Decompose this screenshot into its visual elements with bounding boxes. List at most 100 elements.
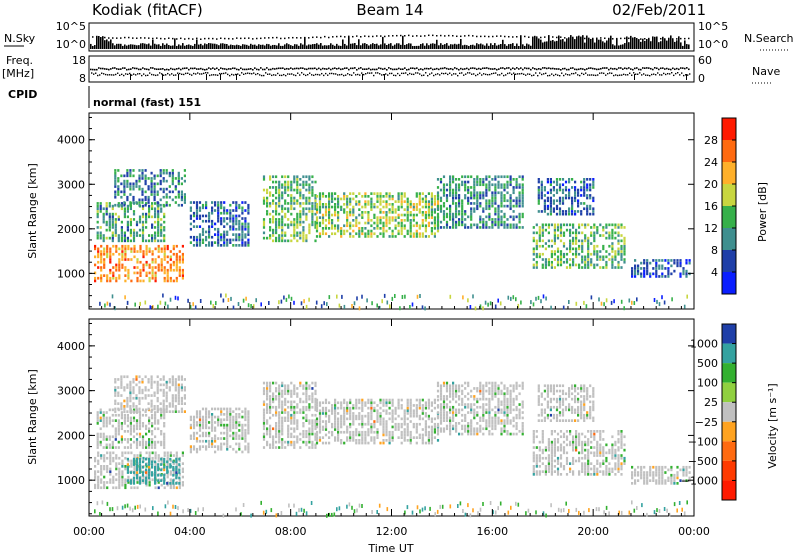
heatmap-cell (150, 305, 152, 309)
heatmap-cell (572, 253, 574, 256)
heatmap-cell (296, 226, 298, 229)
heatmap-cell (121, 221, 123, 224)
heatmap-cell (132, 378, 134, 381)
heatmap-cell (160, 183, 162, 186)
heatmap-cell (476, 224, 478, 227)
noise-bar (612, 44, 614, 49)
heatmap-cell (244, 236, 246, 239)
heatmap-cell (97, 481, 99, 484)
noise-search-dot (256, 38, 258, 40)
freq-spike (220, 74, 221, 80)
heatmap-cell (238, 435, 240, 438)
heatmap-cell (583, 178, 585, 181)
heatmap-cell (275, 213, 277, 216)
heatmap-cell (341, 295, 343, 299)
heatmap-cell (599, 224, 601, 227)
heatmap-cell (431, 214, 433, 217)
heatmap-cell (157, 221, 159, 224)
heatmap-cell (145, 204, 147, 207)
heatmap-cell (170, 266, 172, 269)
heatmap-cell (226, 244, 228, 247)
freq-dot (328, 68, 330, 70)
freq-dot (406, 69, 408, 71)
heatmap-cell (284, 202, 286, 205)
freq-dot (300, 67, 302, 69)
heatmap-cell (340, 232, 342, 235)
heatmap-cell (123, 175, 125, 178)
heatmap-cell (355, 219, 357, 222)
heatmap-cell (112, 213, 114, 216)
heatmap-cell (130, 229, 132, 232)
heatmap-cell (419, 200, 421, 203)
nave-dot (497, 74, 498, 75)
heatmap-cell (455, 178, 457, 181)
heatmap-cell (129, 405, 131, 408)
heatmap-cell (94, 248, 96, 251)
heatmap-cell (130, 486, 132, 489)
heatmap-cell (425, 227, 427, 230)
heatmap-cell (682, 267, 684, 270)
heatmap-cell (235, 204, 237, 207)
heatmap-cell (281, 175, 283, 178)
heatmap-cell (169, 402, 171, 405)
heatmap-cell (136, 471, 138, 474)
heatmap-cell (536, 264, 538, 267)
nave-dot (679, 74, 680, 75)
heatmap-cell (136, 419, 138, 422)
noise-bar (660, 41, 662, 49)
heatmap-cell (416, 214, 418, 217)
heatmap-cell (497, 221, 499, 224)
heatmap-cell (109, 250, 111, 253)
heatmap-cell (467, 298, 469, 302)
heatmap-cell (235, 207, 237, 210)
freq-dot (444, 67, 446, 69)
freq-dot (236, 69, 238, 71)
heatmap-cell (172, 172, 174, 175)
heatmap-cell (334, 224, 336, 227)
heatmap-cell (284, 403, 286, 406)
heatmap-cell (510, 202, 512, 205)
noise-bar (516, 44, 518, 49)
nave-dot (205, 72, 206, 73)
heatmap-cell (160, 229, 162, 232)
nave-dot (427, 75, 428, 76)
noise-search-dot (584, 38, 586, 40)
noise-search-dot (600, 37, 602, 39)
heatmap-cell (343, 192, 345, 195)
heatmap-cell (550, 205, 552, 208)
heatmap-cell (331, 200, 333, 203)
noise-search-dot (272, 37, 274, 39)
heatmap-cell (112, 277, 114, 280)
heatmap-cell (104, 304, 106, 308)
freq-dot (312, 68, 314, 70)
heatmap-cell (392, 232, 394, 235)
heatmap-cell (97, 207, 99, 210)
heatmap-cell (640, 262, 642, 265)
heatmap-cell (290, 213, 292, 216)
noise-bar (614, 45, 616, 49)
freq-dot (276, 68, 278, 70)
heatmap-cell (559, 186, 561, 189)
heatmap-cell (172, 180, 174, 183)
heatmap-cell (395, 200, 397, 203)
heatmap-cell (107, 302, 109, 306)
heatmap-cell (349, 214, 351, 217)
nave-dot (257, 73, 258, 74)
heatmap-cell (179, 272, 181, 275)
heatmap-cell (437, 224, 439, 227)
heatmap-cell (127, 414, 129, 417)
heatmap-cell (115, 414, 117, 417)
heatmap-cell (422, 305, 424, 309)
heatmap-cell (190, 448, 192, 451)
heatmap-cell (178, 458, 180, 461)
heatmap-cell (361, 295, 363, 299)
heatmap-cell (355, 203, 357, 206)
heatmap-cell (284, 417, 286, 420)
heatmap-cell (569, 258, 571, 261)
heatmap-cell (370, 219, 372, 222)
heatmap-cell (118, 462, 120, 465)
heatmap-cell (158, 256, 160, 259)
heatmap-cell (281, 197, 283, 200)
heatmap-cell (569, 250, 571, 253)
noise-search-dot (496, 35, 498, 37)
